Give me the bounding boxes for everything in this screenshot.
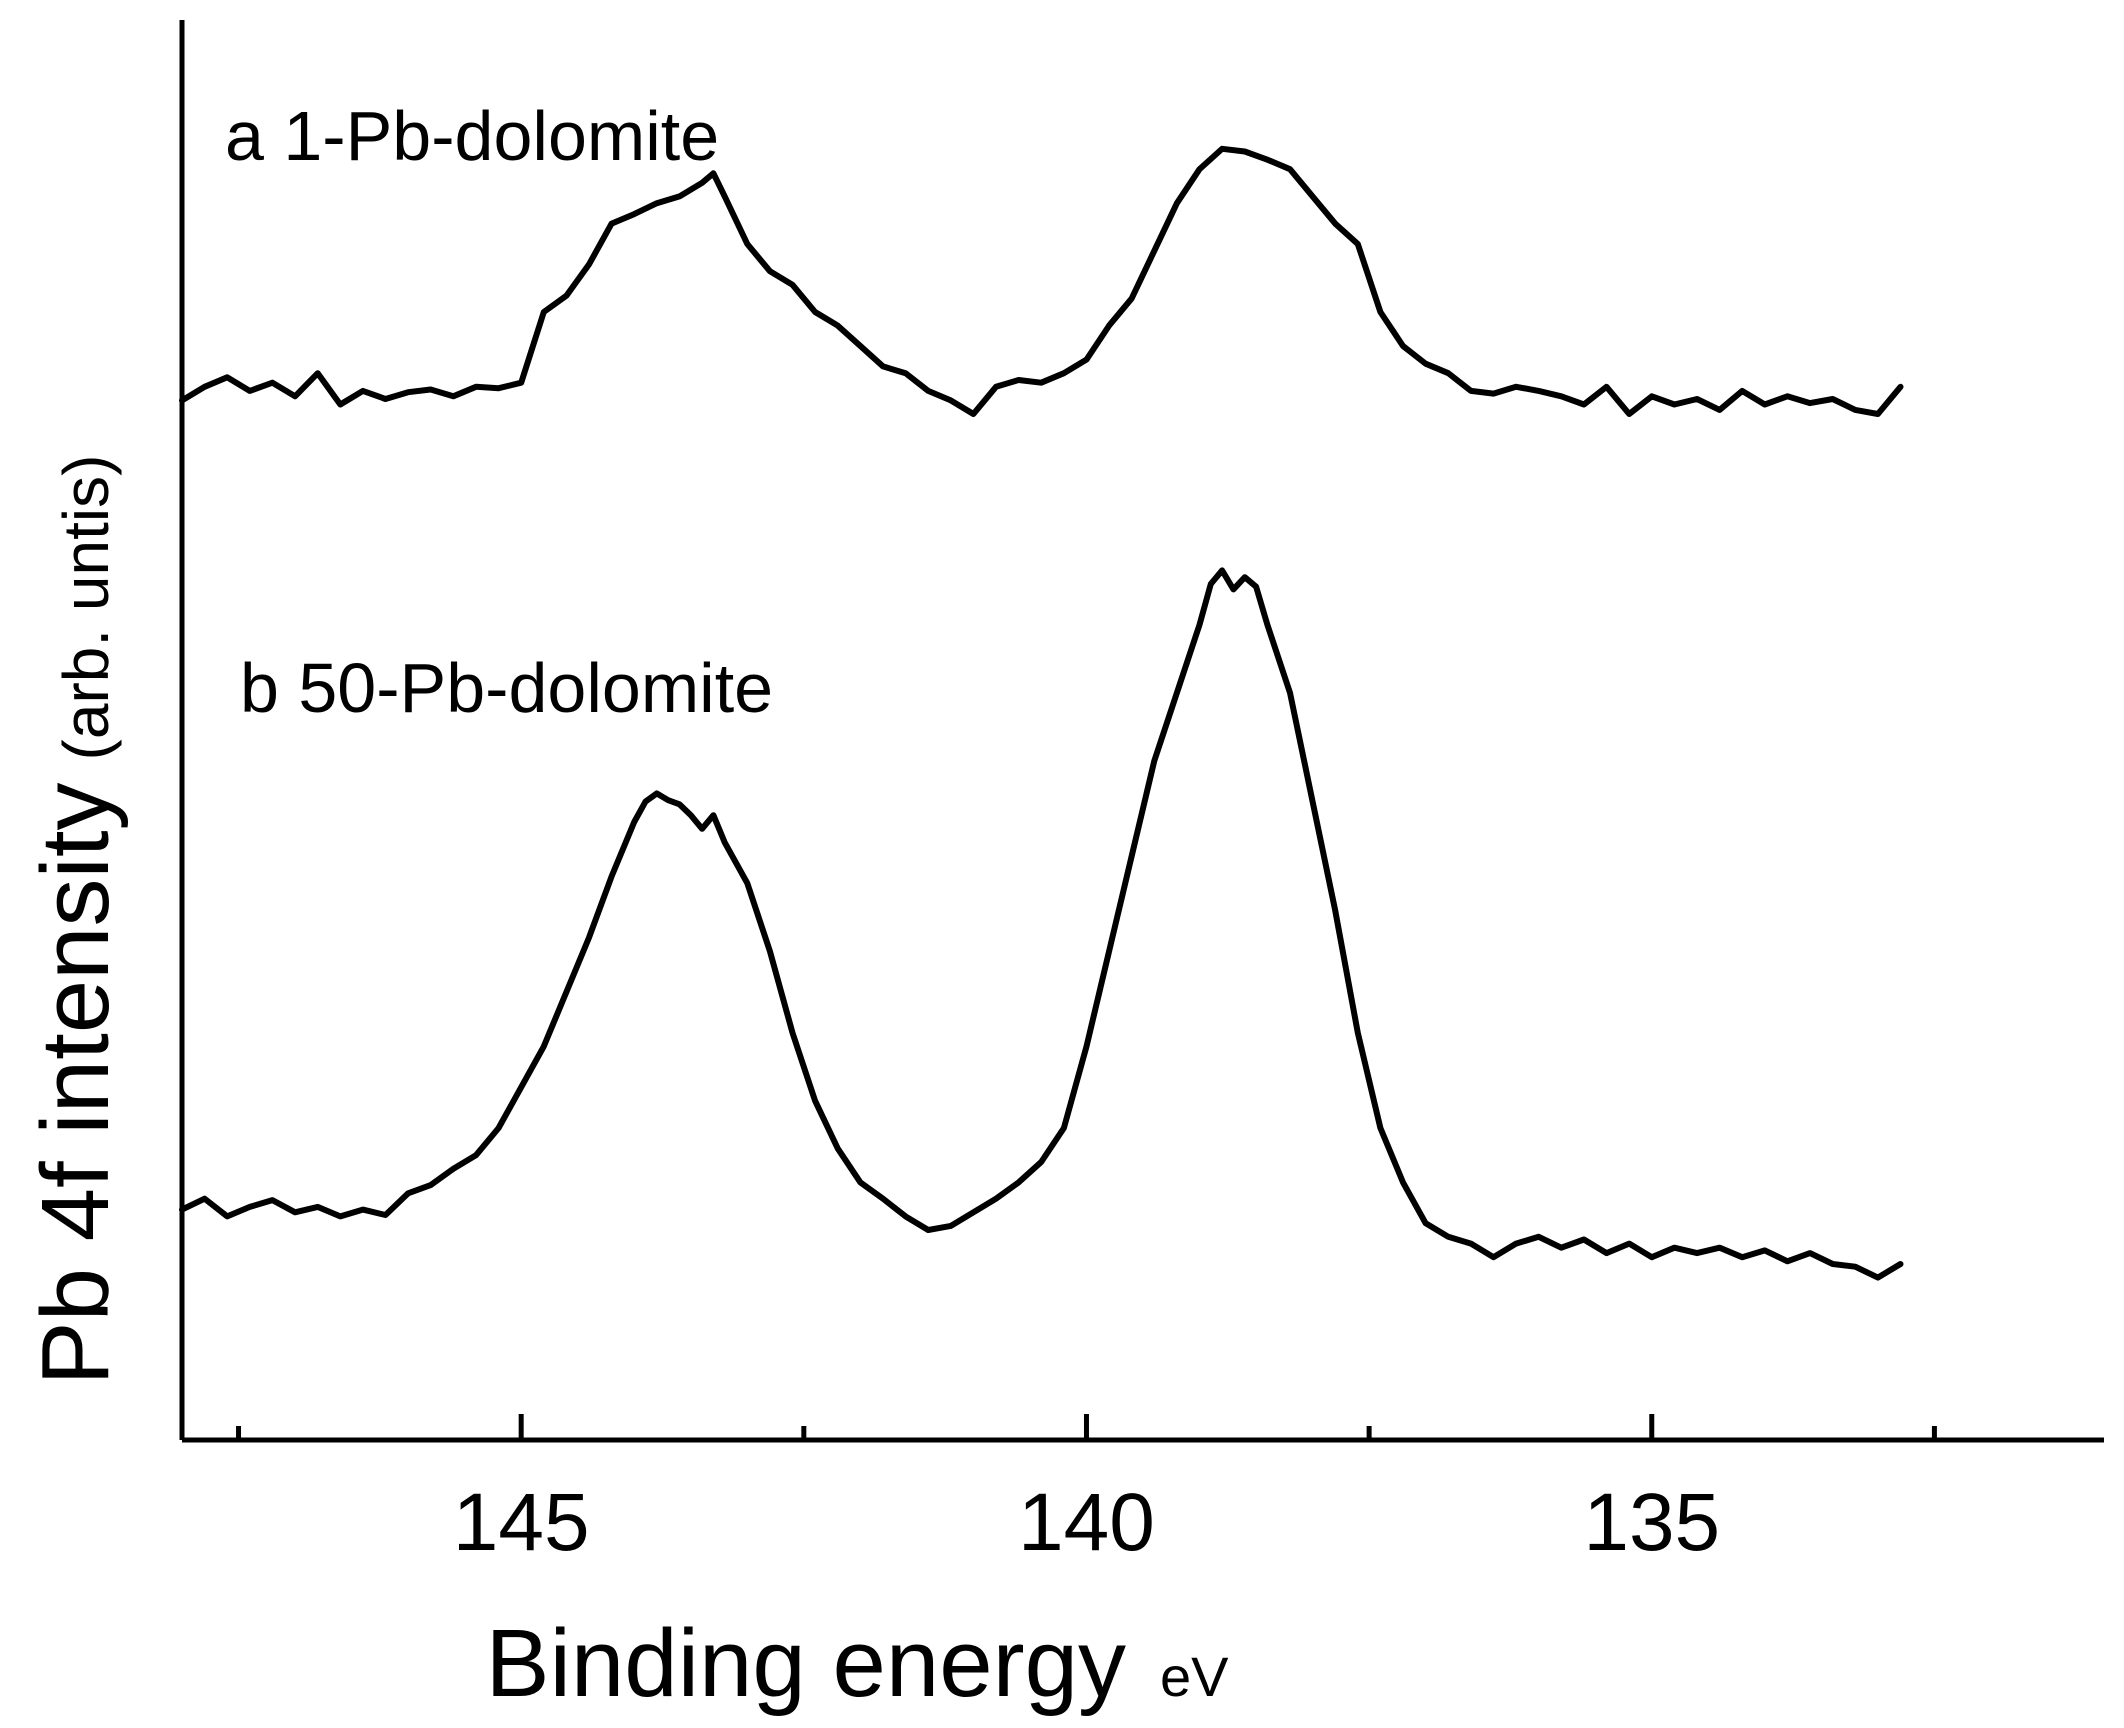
series-line-1-pb-dolomite bbox=[179, 145, 1904, 417]
series-label-1-pb-dolomite: a 1-Pb-dolomite bbox=[225, 97, 719, 175]
y-axis-label-unit: (arb. untis) bbox=[50, 455, 122, 761]
x-tick-layer: 145 140 135 bbox=[236, 1414, 1937, 1568]
y-axis-label-main: Pb 4f intensity bbox=[22, 782, 129, 1385]
x-tick-label: 145 bbox=[453, 1477, 590, 1568]
series-line-50-pb-dolomite bbox=[179, 567, 1904, 1281]
axes: 145 140 135 bbox=[179, 20, 2104, 1568]
series-layer bbox=[179, 145, 1904, 1281]
x-tick-label: 135 bbox=[1583, 1477, 1720, 1568]
x-axis-unit: eV bbox=[1160, 1645, 1229, 1708]
x-axis-label: Binding energy bbox=[486, 1610, 1126, 1717]
y-axis-label: Pb 4f intensity (arb. untis) bbox=[22, 455, 129, 1386]
series-label-50-pb-dolomite: b 50-Pb-dolomite bbox=[240, 649, 773, 727]
plot-area: a 1-Pb-dolomite b 50-Pb-dolomite bbox=[179, 97, 1904, 1281]
x-tick-label: 140 bbox=[1018, 1477, 1155, 1568]
